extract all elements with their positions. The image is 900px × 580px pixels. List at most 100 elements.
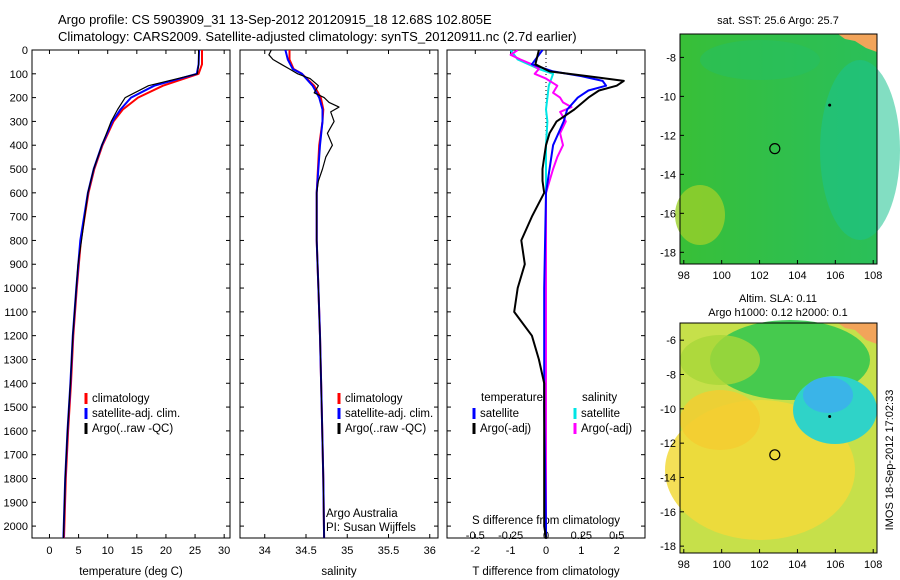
map-x-tick-label: 100 xyxy=(712,559,730,571)
x-tick-label: 0 xyxy=(46,545,52,557)
x-tick-label: 1 xyxy=(578,545,584,557)
y-tick-label: 1300 xyxy=(4,354,28,366)
y-tick-label: 1500 xyxy=(4,402,28,414)
map-y-tick-label: -8 xyxy=(666,369,676,381)
salinity-difference-tick-label: -0.25 xyxy=(498,530,523,542)
y-tick-label: 400 xyxy=(10,140,28,152)
panel-frame-1 xyxy=(31,49,231,539)
imos-timestamp-watermark: IMOS 18-Sep-2012 17:02:33 xyxy=(884,390,896,531)
temperature-legend-header: temperature xyxy=(481,392,543,404)
map-x-tick-label: 98 xyxy=(678,559,690,571)
y-tick-label: 800 xyxy=(10,235,28,247)
map-y-tick-label: -10 xyxy=(660,404,676,416)
map-x-tick-label: 102 xyxy=(750,559,768,571)
salinity-legend-header: salinity xyxy=(582,392,617,404)
y-tick-label: 1800 xyxy=(4,473,28,485)
y-tick-label: 700 xyxy=(10,212,28,224)
map-x-tick-label: 104 xyxy=(788,270,806,282)
salinity-difference-legend-label: Argo(-adj) xyxy=(581,423,632,435)
sst-map-frame xyxy=(679,33,878,265)
map-x-tick-label: 106 xyxy=(826,270,844,282)
salinity-legend-label: Argo(..raw -QC) xyxy=(345,423,426,435)
salinity-difference-tick-label: 0.25 xyxy=(571,530,592,542)
x-tick-label: 15 xyxy=(131,545,143,557)
x-tick-label: 5 xyxy=(76,545,82,557)
panel-frame-2 xyxy=(239,49,439,539)
y-tick-label: 1900 xyxy=(4,497,28,509)
map-y-tick-label: -6 xyxy=(666,335,676,347)
temperature-difference-satellite-line xyxy=(530,50,608,538)
x-tick-label: 35.5 xyxy=(378,545,399,557)
temperature-legend-label: Argo(..raw -QC) xyxy=(92,423,173,435)
temperature-argo-line xyxy=(62,50,200,538)
difference-axis-label: T difference from climatology xyxy=(472,566,619,578)
annotation-pi: PI: Susan Wijffels xyxy=(326,522,416,534)
sst-map-title: sat. SST: 25.6 Argo: 25.7 xyxy=(717,15,839,27)
sla-map-frame xyxy=(679,322,878,554)
y-tick-label: 1400 xyxy=(4,378,28,390)
map-y-tick-label: -12 xyxy=(660,438,676,450)
x-tick-label: -2 xyxy=(470,545,480,557)
salinity-difference-tick-label: -0.5 xyxy=(466,530,485,542)
x-tick-label: 2 xyxy=(614,545,620,557)
y-tick-label: 1000 xyxy=(4,283,28,295)
temperature-difference-legend-label: Argo(-adj) xyxy=(480,423,531,435)
annotation-argo-australia: Argo Australia xyxy=(326,508,398,520)
y-tick-label: 300 xyxy=(10,116,28,128)
island-marker xyxy=(828,103,832,107)
y-tick-label: 600 xyxy=(10,188,28,200)
y-tick-label: 1600 xyxy=(4,426,28,438)
sla-map-image xyxy=(665,320,877,553)
y-tick-label: 0 xyxy=(22,45,28,57)
island-marker xyxy=(828,415,832,419)
x-tick-label: 25 xyxy=(189,545,201,557)
map-x-tick-label: 108 xyxy=(864,559,882,571)
x-tick-label: 34.5 xyxy=(295,545,316,557)
x-tick-label: 34 xyxy=(259,545,271,557)
temperature-axis-label: temperature (deg C) xyxy=(79,566,183,578)
map-y-tick-label: -16 xyxy=(660,208,676,220)
map-x-tick-label: 98 xyxy=(678,270,690,282)
temperature-difference-legend-label: satellite xyxy=(480,408,519,420)
map-y-tick-label: -8 xyxy=(666,52,676,64)
salinity-legend-label: satellite-adj. clim. xyxy=(345,408,433,420)
sla-map-title-1: Altim. SLA: 0.11 xyxy=(739,293,817,305)
y-tick-label: 2000 xyxy=(4,521,28,533)
map-y-tick-label: -14 xyxy=(660,169,676,181)
map-y-tick-label: -18 xyxy=(660,541,676,553)
salinity-axis-label: salinity xyxy=(321,566,356,578)
map-x-tick-label: 106 xyxy=(826,559,844,571)
y-tick-label: 1700 xyxy=(4,450,28,462)
y-tick-label: 500 xyxy=(10,164,28,176)
map-y-tick-label: -12 xyxy=(660,130,676,142)
salinity-difference-argo-line xyxy=(509,50,573,538)
temperature-legend-label: satellite-adj. clim. xyxy=(92,408,180,420)
map-y-tick-label: -14 xyxy=(660,472,676,484)
temperature-difference-argo-line xyxy=(513,50,625,538)
temperature-climatology-line xyxy=(63,50,203,538)
argo-float-marker xyxy=(769,449,781,461)
y-tick-label: 900 xyxy=(10,259,28,271)
map-x-tick-label: 102 xyxy=(750,270,768,282)
salinity-legend-label: climatology xyxy=(345,393,403,405)
sla-map-title-2: Argo h1000: 0.12 h2000: 0.1 xyxy=(708,307,847,319)
y-tick-label: 200 xyxy=(10,93,28,105)
temperature-satellite-line xyxy=(62,50,201,538)
x-tick-label: 36 xyxy=(424,545,436,557)
argo-float-marker xyxy=(769,143,781,155)
salinity-difference-tick-label: 0.5 xyxy=(609,530,624,542)
y-tick-label: 1100 xyxy=(4,307,28,319)
map-y-tick-label: -10 xyxy=(660,91,676,103)
title-line-1: Argo profile: CS 5903909_31 13-Sep-2012 … xyxy=(58,12,492,27)
map-y-tick-label: -18 xyxy=(660,247,676,259)
y-tick-label: 100 xyxy=(10,69,28,81)
x-tick-label: 35 xyxy=(341,545,353,557)
salinity-difference-legend-label: satellite xyxy=(581,408,620,420)
x-tick-label: 0 xyxy=(543,545,549,557)
salinity-argo-line xyxy=(268,50,340,538)
y-tick-label: 1200 xyxy=(4,331,28,343)
x-tick-label: 20 xyxy=(160,545,172,557)
x-tick-label: 10 xyxy=(102,545,114,557)
sst-map-image xyxy=(675,34,900,264)
map-x-tick-label: 100 xyxy=(712,270,730,282)
